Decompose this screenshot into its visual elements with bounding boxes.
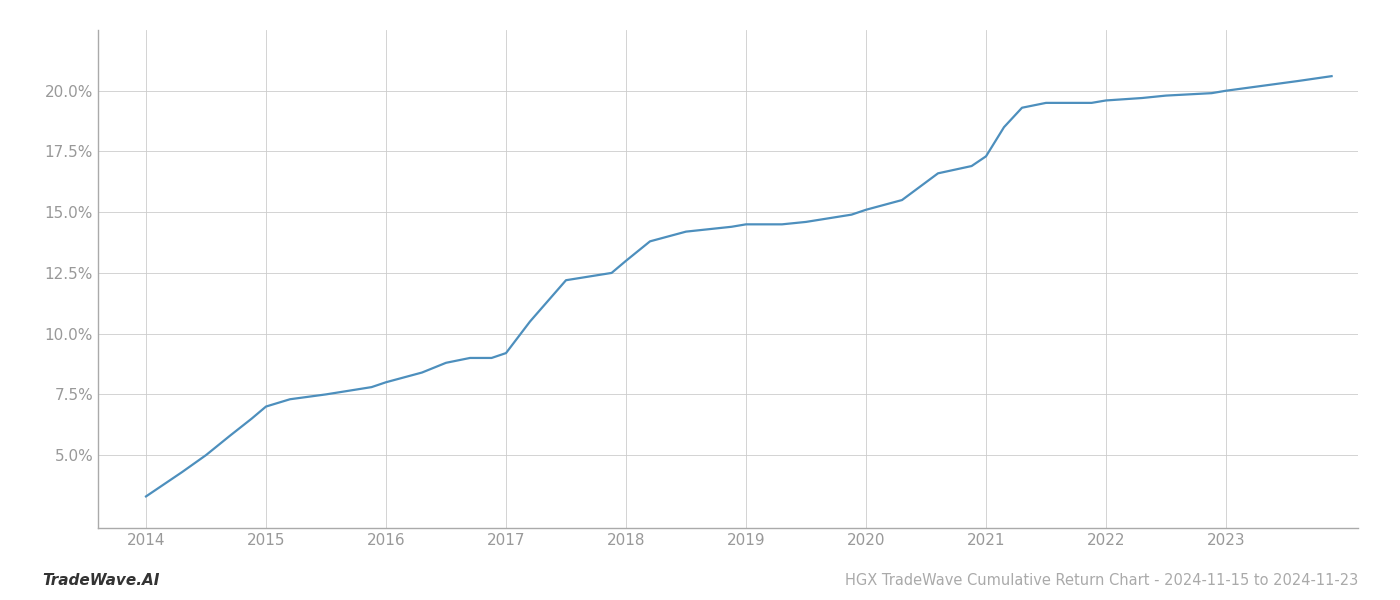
Text: HGX TradeWave Cumulative Return Chart - 2024-11-15 to 2024-11-23: HGX TradeWave Cumulative Return Chart - … [844, 573, 1358, 588]
Text: TradeWave.AI: TradeWave.AI [42, 573, 160, 588]
